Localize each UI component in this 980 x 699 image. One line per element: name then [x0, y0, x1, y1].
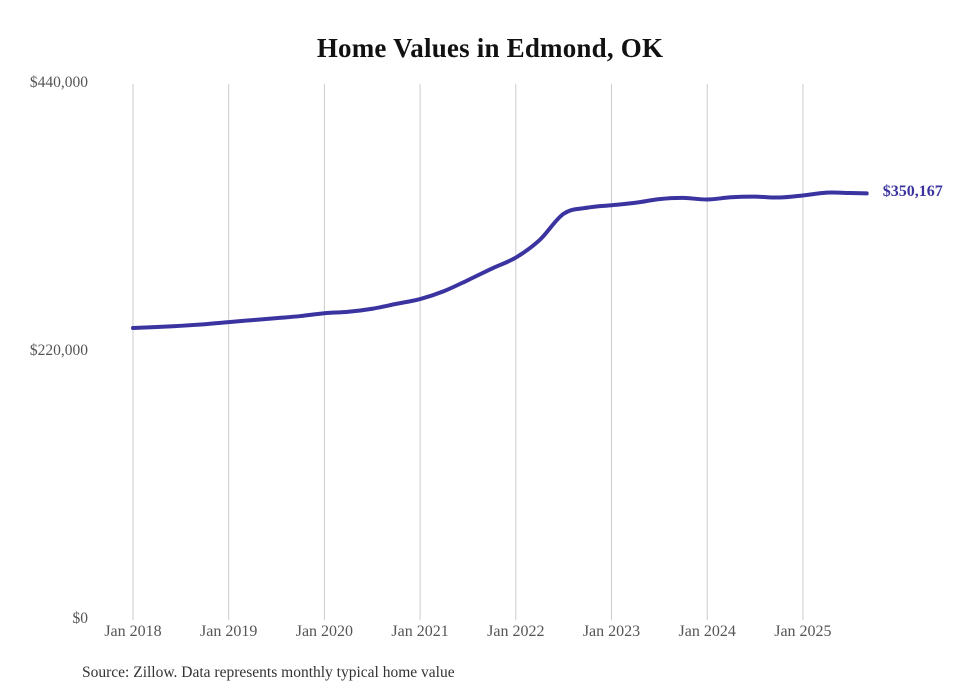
x-tick-jan-2020: Jan 2020	[295, 623, 354, 640]
series-line-0	[131, 190, 869, 330]
x-tick-jan-2019: Jan 2019	[200, 623, 258, 640]
gridlines-group	[132, 84, 804, 620]
y-tick-0: $0	[72, 610, 89, 627]
y-tick-440000: $440,000	[29, 74, 88, 91]
x-tick-jan-2024: Jan 2024	[678, 623, 736, 640]
source-note: Source: Zillow. Data represents monthly …	[82, 664, 455, 681]
x-tick-jan-2022: Jan 2022	[487, 623, 545, 640]
x-tick-jan-2018: Jan 2018	[104, 623, 162, 640]
end-value-label: $350,167	[882, 183, 943, 201]
series-group	[131, 190, 869, 330]
chart-title: Home Values in Edmond, OK	[316, 33, 664, 63]
y-tick-220000: $220,000	[29, 342, 88, 359]
x-tick-jan-2023: Jan 2023	[582, 623, 641, 640]
x-tick-jan-2025: Jan 2025	[774, 623, 832, 640]
x-tick-jan-2021: Jan 2021	[391, 623, 449, 640]
